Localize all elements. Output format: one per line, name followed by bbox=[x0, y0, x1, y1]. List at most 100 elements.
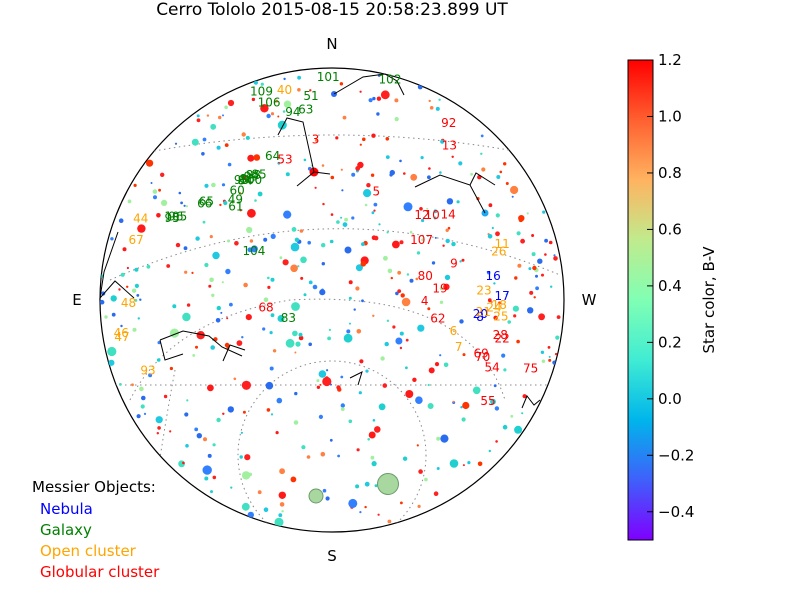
star-marker bbox=[242, 410, 246, 414]
star-marker bbox=[216, 145, 221, 150]
messier-label-28: 28 bbox=[493, 328, 508, 342]
star-marker bbox=[227, 99, 235, 107]
star-marker bbox=[427, 383, 430, 387]
star-marker bbox=[340, 375, 344, 379]
star-marker bbox=[245, 314, 252, 321]
grid-meridian bbox=[149, 369, 176, 531]
star-marker bbox=[155, 416, 163, 424]
star-marker bbox=[371, 461, 377, 467]
star-marker bbox=[363, 189, 372, 198]
star-marker bbox=[371, 133, 376, 138]
star-marker bbox=[460, 406, 463, 409]
star-marker bbox=[218, 115, 222, 120]
star-marker bbox=[233, 377, 237, 381]
star-marker bbox=[385, 155, 390, 160]
constellation-line-leo bbox=[414, 174, 486, 214]
star-marker bbox=[241, 336, 244, 339]
star-marker bbox=[202, 220, 206, 224]
star-marker bbox=[339, 82, 344, 86]
star-marker bbox=[348, 419, 353, 424]
star-marker bbox=[497, 333, 500, 336]
messier-label-48: 48 bbox=[121, 296, 136, 310]
star-marker bbox=[253, 154, 261, 161]
star-marker bbox=[342, 222, 348, 228]
star-marker bbox=[518, 218, 523, 223]
star-marker bbox=[178, 191, 182, 195]
star-marker bbox=[380, 356, 385, 361]
star-marker bbox=[399, 240, 404, 245]
messier-label-96: 96 bbox=[168, 209, 183, 223]
star-marker bbox=[244, 454, 251, 461]
star-marker bbox=[542, 210, 546, 214]
colorbar-tick-label: 1.0 bbox=[658, 107, 682, 125]
star-marker bbox=[462, 401, 470, 410]
star-marker bbox=[137, 224, 146, 233]
star-marker bbox=[127, 199, 132, 204]
star-marker bbox=[260, 82, 264, 86]
star-marker bbox=[107, 346, 117, 357]
star-marker bbox=[291, 227, 297, 232]
star-marker bbox=[427, 403, 434, 409]
star-marker bbox=[246, 226, 253, 234]
star-marker bbox=[326, 369, 329, 372]
star-marker bbox=[445, 228, 449, 232]
star-marker bbox=[359, 90, 362, 93]
messier-label-107: 107 bbox=[410, 233, 433, 247]
star-marker bbox=[219, 203, 222, 207]
star-marker bbox=[321, 243, 326, 248]
messier-label-75: 75 bbox=[523, 361, 538, 375]
star-marker bbox=[285, 338, 295, 348]
star-marker bbox=[373, 209, 376, 212]
star-marker bbox=[505, 182, 509, 185]
star-marker bbox=[118, 218, 124, 223]
star-marker bbox=[512, 305, 520, 312]
star-marker bbox=[266, 113, 271, 119]
star-marker bbox=[351, 216, 355, 220]
star-marker bbox=[392, 240, 400, 249]
messier-label-85: 85 bbox=[251, 168, 266, 182]
star-marker bbox=[343, 333, 353, 343]
star-marker bbox=[336, 220, 340, 224]
star-marker bbox=[192, 354, 196, 357]
star-marker bbox=[535, 274, 538, 278]
star-marker bbox=[196, 433, 202, 439]
star-marker bbox=[356, 448, 360, 452]
star-marker bbox=[186, 303, 191, 307]
star-marker bbox=[247, 511, 254, 519]
star-marker bbox=[270, 413, 274, 416]
star-marker bbox=[340, 168, 343, 171]
star-marker bbox=[385, 137, 390, 141]
star-marker bbox=[447, 226, 451, 230]
messier-label-80: 80 bbox=[418, 269, 433, 283]
star-marker bbox=[496, 175, 501, 179]
star-marker bbox=[429, 106, 434, 110]
star-marker bbox=[120, 324, 123, 328]
star-marker bbox=[495, 440, 498, 443]
star-marker bbox=[395, 291, 399, 296]
star-marker bbox=[278, 491, 286, 499]
star-marker bbox=[503, 162, 507, 166]
star-marker bbox=[212, 251, 220, 260]
star-marker bbox=[449, 459, 459, 468]
constellation-line-crux bbox=[521, 395, 541, 409]
star-marker bbox=[191, 138, 199, 146]
star-marker bbox=[428, 99, 431, 103]
star-marker bbox=[314, 186, 317, 189]
star-marker bbox=[417, 504, 421, 508]
star-marker bbox=[490, 398, 496, 405]
chart-title: Cerro Tololo 2015-08-15 20:58:23.899 UT bbox=[156, 0, 508, 20]
star-marker bbox=[118, 288, 121, 291]
star-marker bbox=[210, 345, 215, 350]
star-marker bbox=[497, 301, 501, 305]
star-marker bbox=[146, 159, 154, 167]
star-marker bbox=[444, 274, 451, 281]
star-marker bbox=[336, 385, 341, 390]
star-marker bbox=[194, 427, 199, 432]
star-marker bbox=[208, 284, 212, 288]
star-marker bbox=[269, 331, 273, 335]
star-marker bbox=[279, 256, 283, 260]
colorbar-gradient bbox=[627, 59, 654, 541]
star-marker bbox=[445, 238, 450, 244]
messier-label-62: 62 bbox=[430, 312, 445, 326]
star-marker bbox=[110, 295, 117, 302]
